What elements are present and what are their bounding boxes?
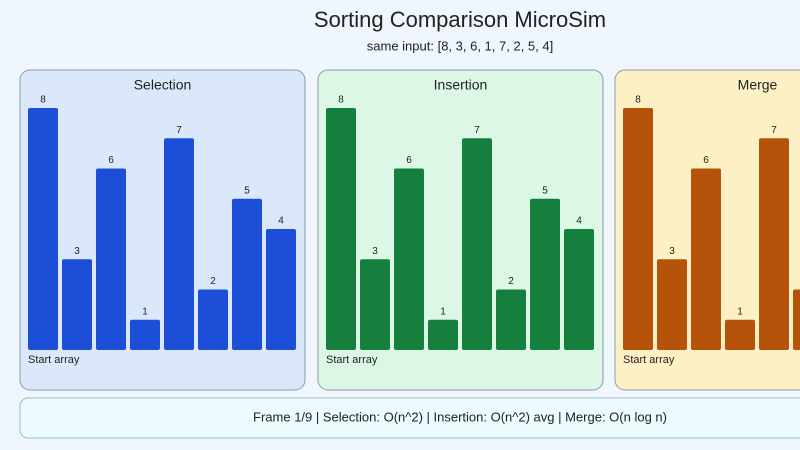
bar <box>96 168 126 350</box>
status-text: Frame 1/9 | Selection: O(n^2) | Insertio… <box>253 409 667 424</box>
bar-value-label: 8 <box>635 95 641 106</box>
panel-title: Merge <box>738 77 778 93</box>
bar-value-label: 7 <box>176 125 182 136</box>
panel-caption: Start array <box>28 354 80 366</box>
bar-value-label: 4 <box>576 216 582 227</box>
bar-value-label: 1 <box>737 306 743 317</box>
bar-value-label: 4 <box>278 216 284 227</box>
bar <box>130 319 160 350</box>
bar-value-label: 2 <box>210 276 216 287</box>
panel-caption: Start array <box>623 354 675 366</box>
panel-title: Insertion <box>434 77 488 93</box>
bar-value-label: 6 <box>108 155 114 166</box>
bar <box>28 108 58 350</box>
bar <box>360 259 390 350</box>
bar <box>232 198 262 350</box>
bar <box>62 259 92 350</box>
bar <box>164 138 194 350</box>
bar-value-label: 6 <box>406 155 412 166</box>
bar-value-label: 6 <box>703 155 709 166</box>
bar <box>623 108 653 350</box>
bar <box>428 319 458 350</box>
bar-value-label: 1 <box>440 306 446 317</box>
bar-value-label: 3 <box>74 246 80 257</box>
bar <box>564 229 594 350</box>
panels: Selection 8 3 6 1 7 2 5 4 Start array Insertion 8 3 6… <box>19 69 800 391</box>
bar-value-label: 7 <box>474 125 480 136</box>
bar-value-label: 2 <box>508 276 514 287</box>
bar <box>657 259 687 350</box>
bar <box>462 138 492 350</box>
bar <box>793 289 800 350</box>
bar-value-label: 5 <box>244 185 250 196</box>
subtitle: same input: [8, 3, 6, 1, 7, 2, 5, 4] <box>367 38 553 53</box>
panel-caption: Start array <box>326 354 378 366</box>
panel-title: Selection <box>134 77 192 93</box>
bar-value-label: 3 <box>669 246 675 257</box>
bar <box>266 229 296 350</box>
bar <box>725 319 755 350</box>
status-box <box>19 397 800 439</box>
title: Sorting Comparison MicroSim <box>314 7 606 32</box>
bar-value-label: 1 <box>142 306 148 317</box>
bar-value-label: 5 <box>542 185 548 196</box>
bar-value-label: 3 <box>372 246 378 257</box>
bar <box>496 289 526 350</box>
bar <box>759 138 789 350</box>
bar <box>326 108 356 350</box>
bar <box>198 289 228 350</box>
bar <box>691 168 721 350</box>
bar-value-label: 8 <box>338 95 344 106</box>
bar-value-label: 8 <box>40 95 46 106</box>
bar-value-label: 7 <box>771 125 777 136</box>
bar <box>530 198 560 350</box>
bar <box>394 168 424 350</box>
